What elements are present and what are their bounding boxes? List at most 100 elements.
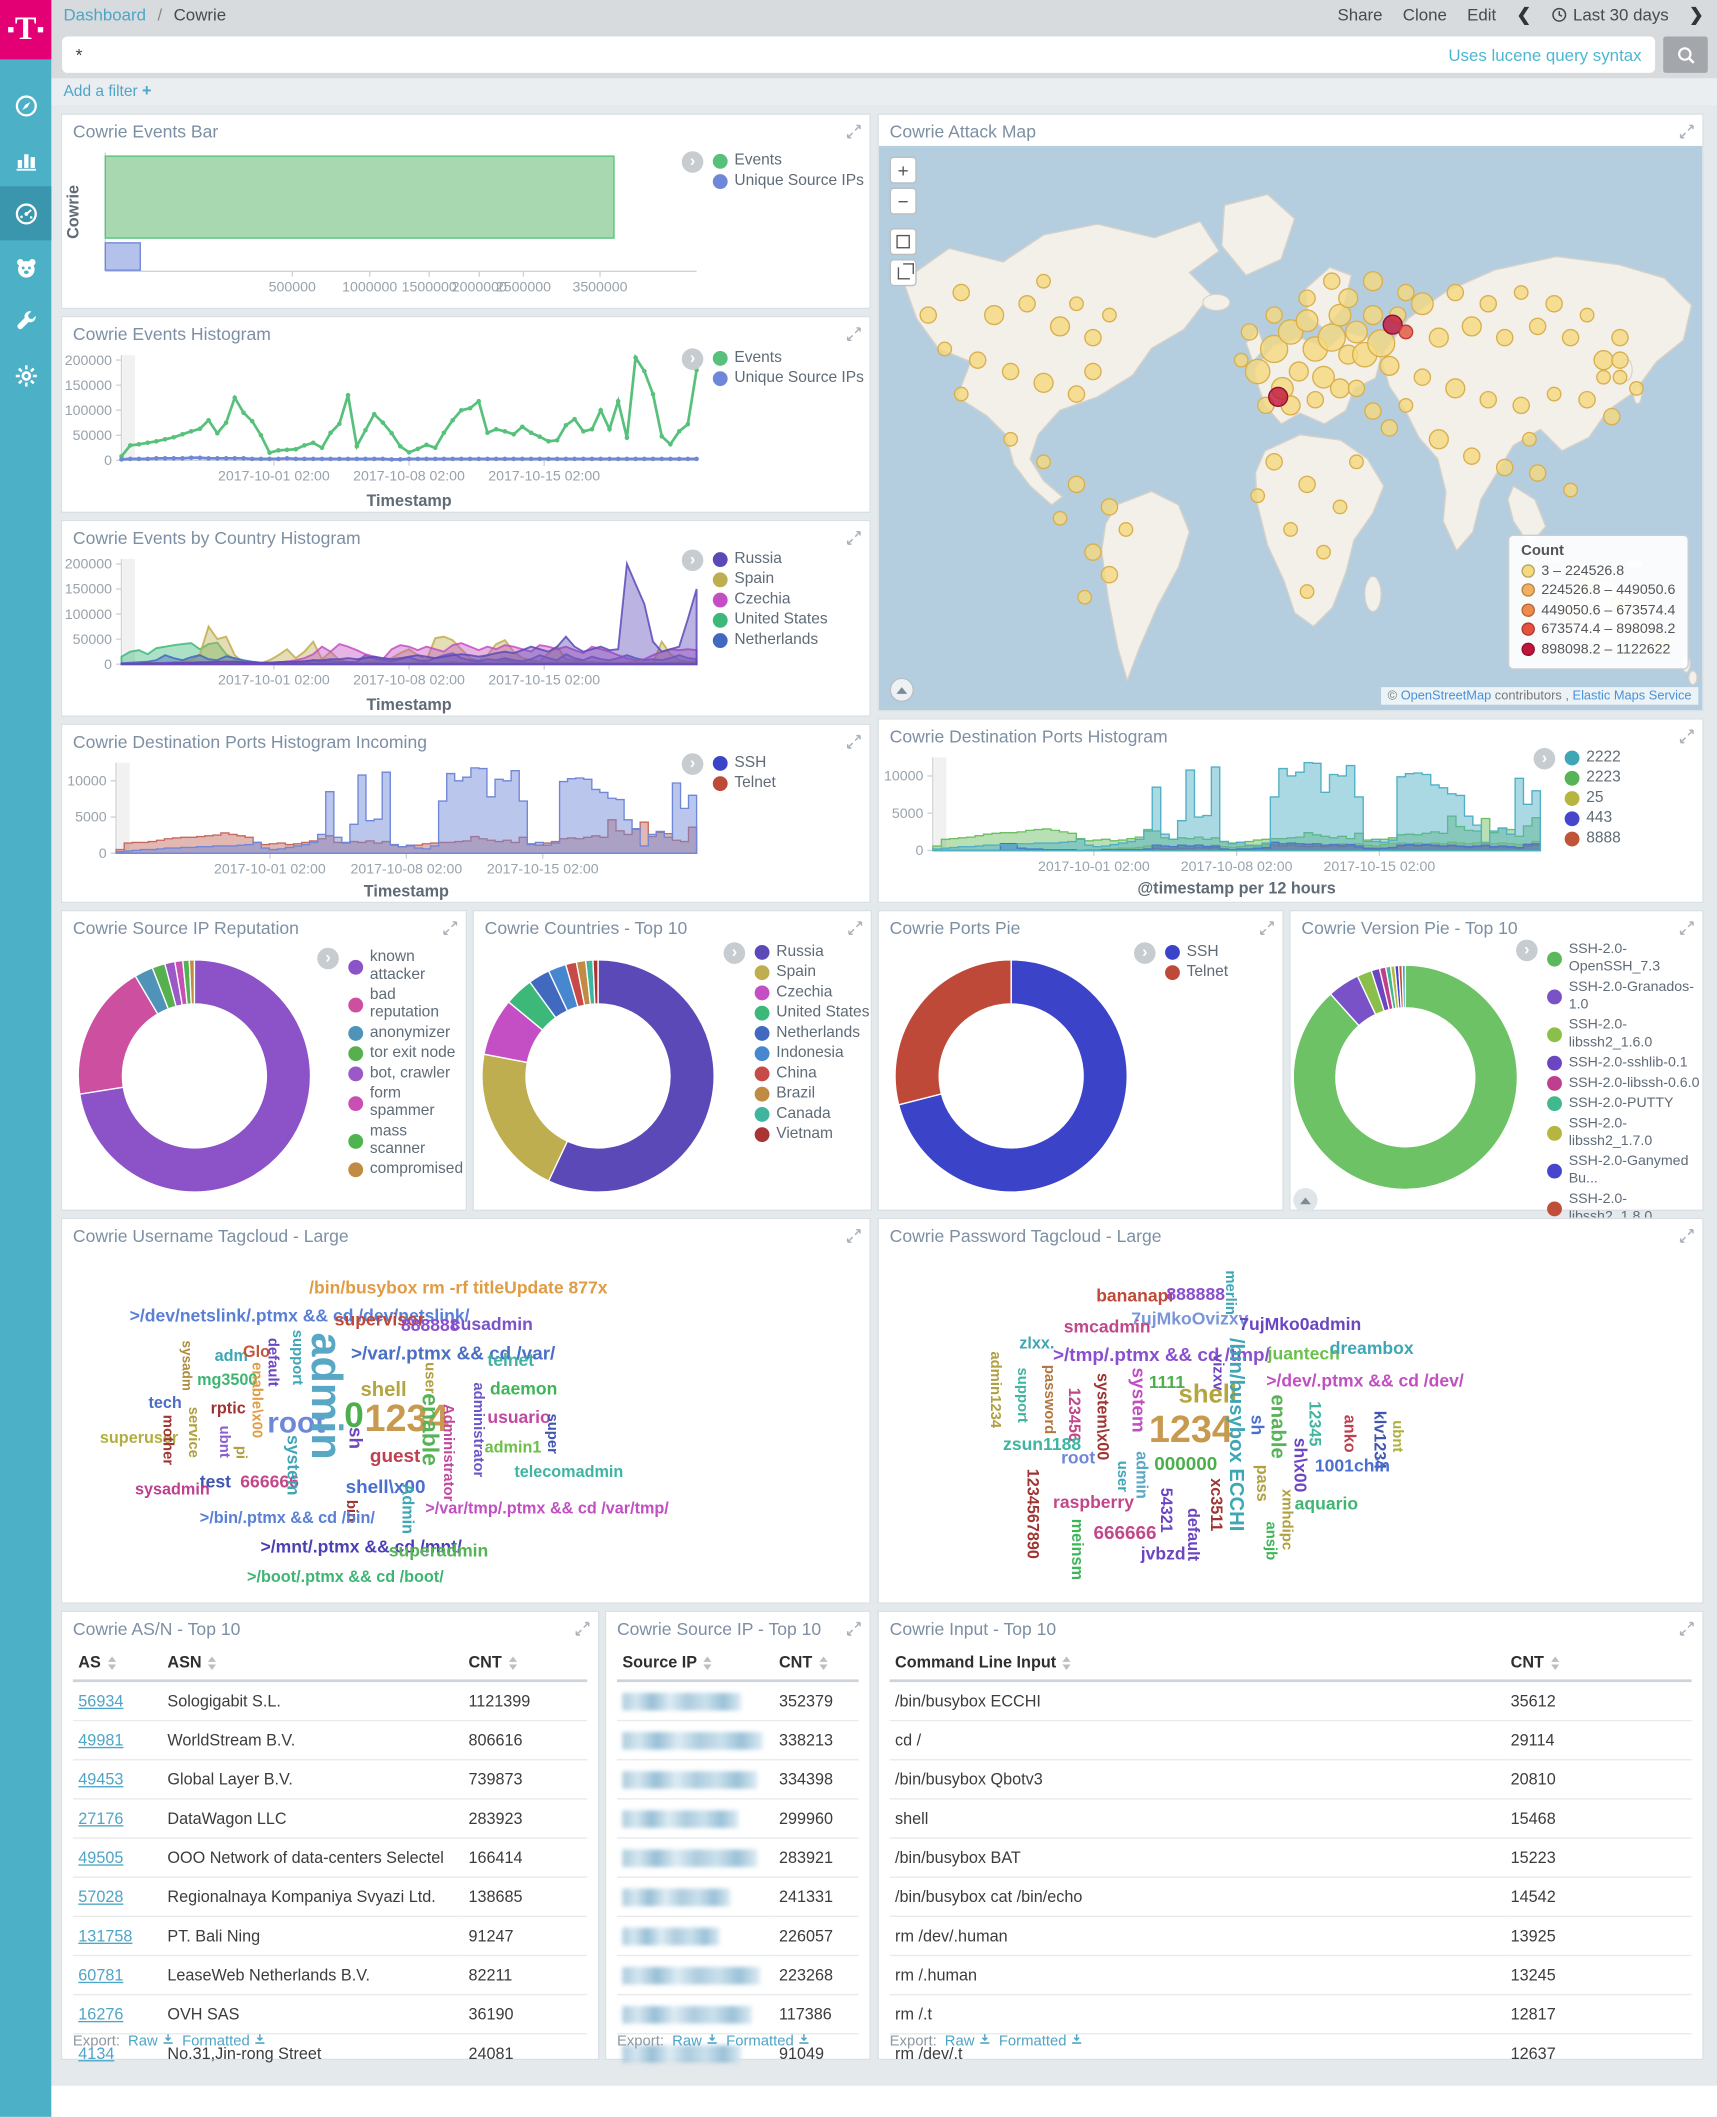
tagcloud-word[interactable]: merlin (1221, 1270, 1238, 1315)
attack-bubble[interactable] (1317, 323, 1346, 352)
attack-bubble[interactable] (1611, 328, 1629, 347)
tagcloud-word[interactable]: sh\x00 (1290, 1437, 1311, 1493)
tagcloud-word[interactable]: 7ujMko0admin (1239, 1313, 1362, 1334)
legend-item[interactable]: Events (712, 153, 864, 171)
expand-icon[interactable] (1679, 122, 1695, 139)
attack-bubble[interactable] (1611, 351, 1629, 369)
tagcloud-word[interactable]: smcadmin (1063, 1316, 1151, 1337)
expand-icon[interactable] (846, 528, 862, 545)
attack-bubble[interactable] (1084, 543, 1102, 561)
collapse-row-button[interactable] (1293, 1188, 1318, 1213)
donut-slice[interactable] (1292, 964, 1519, 1191)
donut-slice[interactable] (592, 959, 599, 1005)
tagcloud-word[interactable]: 7ujMkoOvizxv (1131, 1308, 1249, 1329)
attack-bubble[interactable] (1579, 307, 1595, 323)
sidebar-item-dashboard[interactable] (0, 186, 52, 241)
legend-item[interactable]: SSH-2.0-sshlib-0.1 (1547, 1054, 1702, 1072)
attack-bubble[interactable] (1118, 522, 1134, 537)
attack-bubble[interactable] (1316, 544, 1331, 560)
legend-toggle-icon[interactable]: › (1134, 942, 1156, 964)
attack-bubble[interactable] (1362, 271, 1384, 292)
tagcloud-word[interactable]: enable (417, 1393, 443, 1466)
column-header[interactable]: Source IP (616, 1644, 774, 1683)
legend-item[interactable]: Indonesia (754, 1045, 870, 1063)
legend-item[interactable]: bad reputation (348, 987, 465, 1022)
expand-icon[interactable] (846, 1226, 862, 1243)
donut-slice[interactable] (894, 959, 1012, 1106)
donut-slice[interactable] (188, 959, 196, 1005)
sidebar-item-management[interactable] (0, 348, 51, 402)
attack-bubble[interactable] (1036, 454, 1051, 470)
column-header[interactable]: CNT (773, 1644, 859, 1683)
attack-bubble[interactable] (1397, 283, 1415, 302)
legend-item[interactable]: SSH-2.0-Ganymed Bu... (1547, 1153, 1702, 1188)
legend-item[interactable]: SSH (1165, 944, 1228, 962)
as-number-link[interactable]: 56934 (78, 1691, 124, 1711)
attack-bubble[interactable] (1428, 327, 1449, 348)
tagcloud-word[interactable]: 888888 (1166, 1283, 1225, 1305)
tagcloud-word[interactable]: 000000 (1154, 1452, 1218, 1475)
legend-item[interactable]: SSH-2.0-libssh-0.6.0 (1547, 1075, 1702, 1093)
attack-bubble[interactable] (1265, 453, 1283, 471)
legend-item[interactable]: Canada (754, 1106, 870, 1124)
attack-bubble[interactable] (1495, 328, 1514, 347)
tagcloud-word[interactable]: administrator (469, 1382, 486, 1478)
expand-icon[interactable] (1679, 1226, 1695, 1243)
column-header[interactable]: CNT (463, 1644, 588, 1683)
as-number-link[interactable]: 49453 (78, 1769, 124, 1789)
legend-toggle-icon[interactable]: › (681, 348, 704, 370)
attack-bubble[interactable] (1379, 355, 1400, 376)
legend-toggle-icon[interactable]: › (1533, 747, 1556, 770)
tagcloud-word[interactable]: >/dev/.ptmx && cd /dev/ (1266, 1370, 1464, 1391)
tagcloud-word[interactable]: >/var/.ptmx && cd /var/ (351, 1341, 556, 1364)
attack-bubble[interactable] (1265, 306, 1283, 324)
tagcloud-word[interactable]: default (264, 1337, 281, 1387)
expand-icon[interactable] (575, 1619, 591, 1636)
sidebar-item-dev-tools[interactable] (0, 294, 51, 348)
attack-bubble[interactable] (1077, 589, 1093, 605)
attack-bubble[interactable] (1069, 296, 1084, 312)
attack-bubble[interactable] (1398, 397, 1414, 413)
legend-item[interactable]: compromised (348, 1161, 465, 1179)
legend-item[interactable]: form spammer (348, 1085, 465, 1120)
attack-bubble[interactable] (953, 386, 969, 402)
legend-item[interactable]: Spain (754, 964, 870, 982)
tagcloud-word[interactable]: xmhdipc (1278, 1489, 1295, 1551)
expand-icon[interactable] (1260, 918, 1276, 936)
attack-bubble[interactable] (937, 341, 953, 357)
legend-toggle-icon[interactable]: › (681, 151, 704, 173)
attack-bubble[interactable] (1298, 475, 1316, 494)
tagcloud-word[interactable]: telnet (487, 1350, 535, 1371)
legend-item[interactable]: bot, crawler (348, 1065, 465, 1083)
as-number-link[interactable]: 49981 (78, 1730, 124, 1750)
legend-item[interactable]: 2223 (1564, 770, 1621, 788)
map-draw-filter-button[interactable] (889, 259, 917, 287)
legend-item[interactable]: 8888 (1564, 830, 1621, 848)
add-filter-button[interactable]: Add a filter + (63, 81, 152, 100)
tagcloud-word[interactable]: rptic (210, 1398, 246, 1418)
attack-bubble[interactable] (1410, 292, 1434, 316)
map-attribution-toggle[interactable] (889, 677, 914, 702)
legend-item[interactable]: Vietnam (754, 1126, 870, 1144)
attack-bubble[interactable] (1398, 324, 1414, 340)
export-formatted-link[interactable]: Formatted (726, 2033, 810, 2049)
t-mobile-logo[interactable]: T (0, 0, 52, 60)
tagcloud-word[interactable]: superadmin (388, 1540, 489, 1561)
tagcloud-word[interactable]: ubnt (216, 1425, 233, 1458)
tagcloud-word[interactable]: adm (214, 1345, 248, 1365)
expand-icon[interactable] (846, 732, 862, 749)
tagcloud-word[interactable]: /bin/busybox rm -rf titleUpdate 877x (309, 1277, 608, 1298)
tagcloud-word[interactable]: vizxv (1209, 1354, 1226, 1391)
tagcloud-word[interactable]: >/bin/.ptmx && cd /bin/ (199, 1507, 375, 1527)
tagcloud-word[interactable]: usuario (487, 1406, 551, 1427)
legend-item[interactable]: SSH-2.0-libssh2_1.6.0 (1547, 1017, 1702, 1052)
attack-bubble[interactable] (1347, 379, 1366, 398)
tagcloud-word[interactable]: 666666 (1093, 1521, 1157, 1544)
attack-bubble[interactable] (1084, 328, 1102, 347)
legend-item[interactable]: Netherlands (712, 632, 828, 650)
tagcloud-word[interactable]: enable\x00 (248, 1362, 265, 1439)
ports-donut[interactable] (892, 957, 1130, 1195)
tagcloud-word[interactable]: bin (342, 1499, 360, 1523)
as-number-link[interactable]: 131758 (78, 1926, 133, 1946)
time-prev-button[interactable]: ❮ (1516, 4, 1532, 25)
